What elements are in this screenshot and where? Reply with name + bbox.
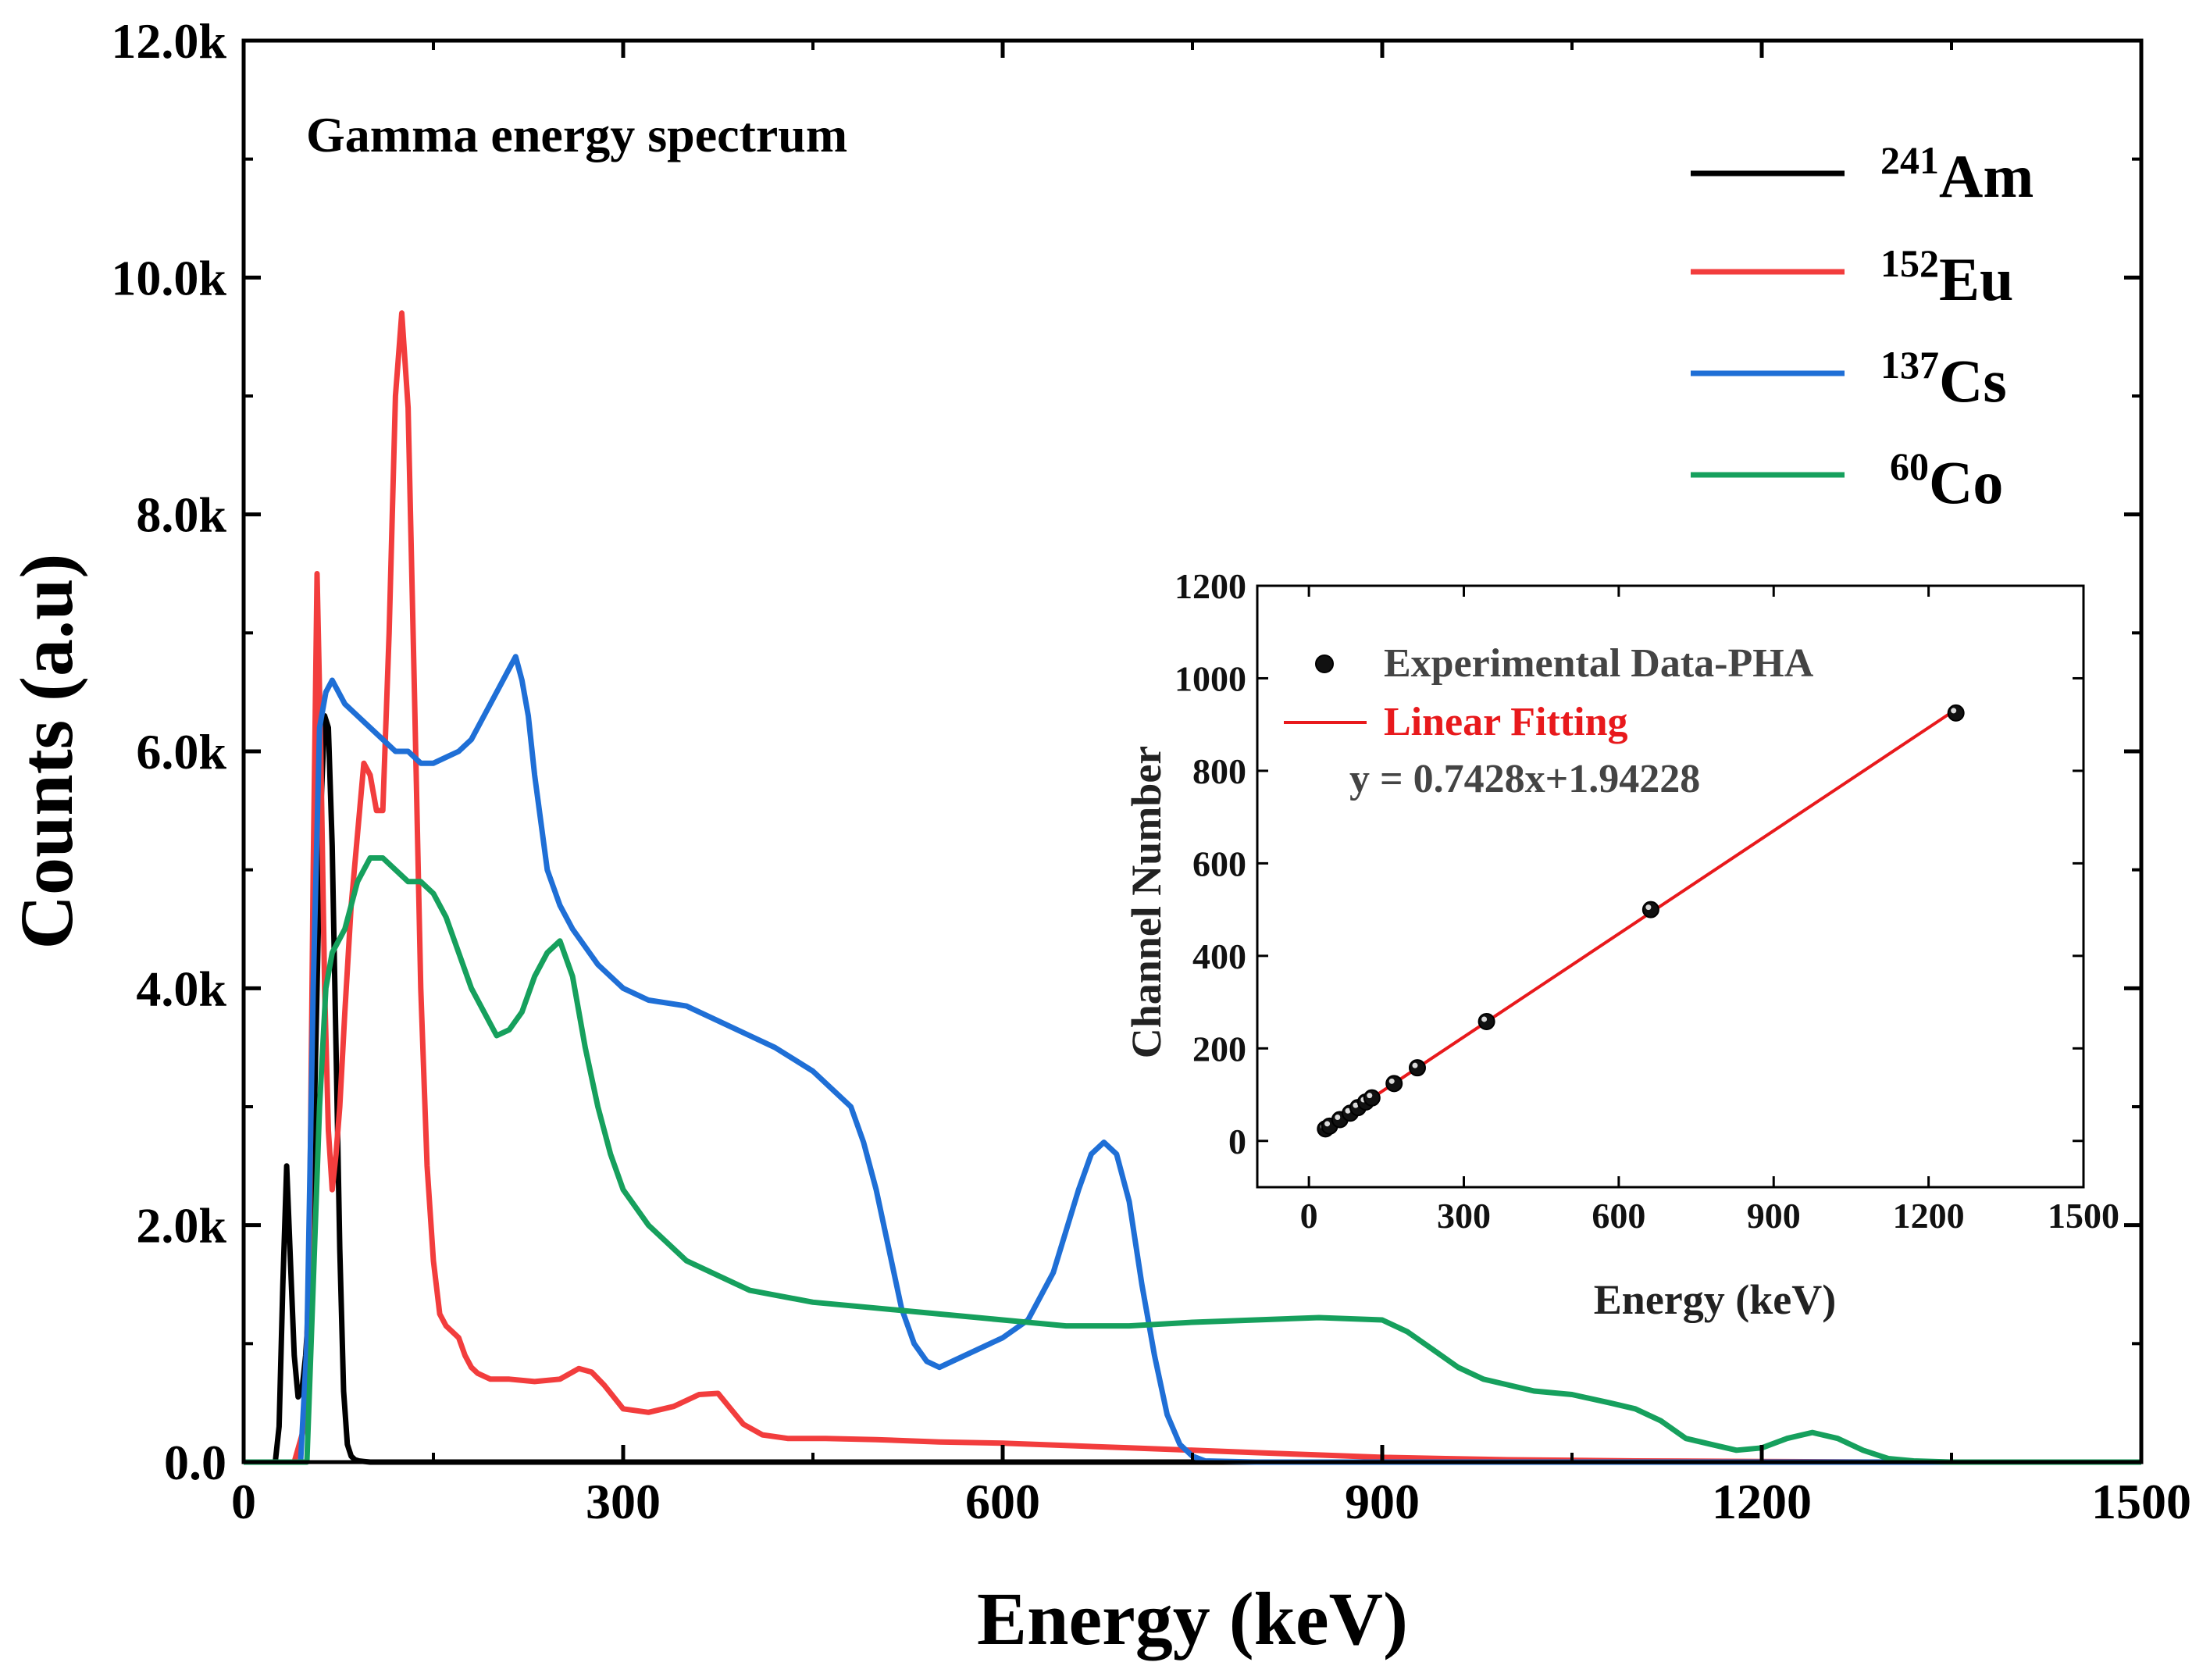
- series-line-152eu: [244, 310, 2141, 1465]
- inset-plot-frame: [1256, 584, 2085, 1189]
- legend-element-cs137: Cs: [1939, 347, 2007, 415]
- legend-entry-co60: 60Co: [1691, 444, 2003, 516]
- legend-element-am241: Am: [1939, 142, 2034, 210]
- x-tick-label: 300: [586, 1474, 661, 1529]
- legend-mass-eu152: 152: [1880, 241, 1939, 285]
- inset-legend: Experimental Data-PHA Linear Fitting y =…: [1284, 641, 1814, 801]
- y-tick-label: 6.0k: [136, 724, 226, 779]
- inset-fit-equation: y = 0.7428x+1.94228: [1349, 757, 1700, 801]
- data-point-marker: [1947, 704, 1965, 722]
- data-point: [1477, 1012, 1495, 1030]
- legend-label-cs137: 137Cs: [1880, 343, 2007, 415]
- legend-element-co60: Co: [1929, 448, 2003, 516]
- legend-label-eu152: 152Eu: [1880, 241, 2013, 313]
- inset-legend-entry-data: Experimental Data-PHA: [1315, 641, 1814, 686]
- data-point-marker: [1408, 1059, 1426, 1077]
- legend-element-eu152: Eu: [1939, 245, 2013, 313]
- x-tick-label: 600: [965, 1474, 1040, 1529]
- legend-entry-cs137: 137Cs: [1691, 343, 2007, 415]
- y-tick-label: 0.0: [164, 1435, 226, 1490]
- inset-x-tick-label: 300: [1437, 1196, 1491, 1236]
- series-line-137cs: [244, 654, 2141, 1465]
- data-point-highlight: [1388, 1078, 1395, 1084]
- inset-y-axis-label: Channel Number: [1123, 746, 1170, 1059]
- y-tick-label: 4.0k: [136, 961, 226, 1016]
- data-point: [1363, 1089, 1381, 1107]
- y-tick-label: 2.0k: [136, 1198, 226, 1254]
- main-x-axis-label: Energy (keV): [977, 1577, 1408, 1660]
- inset-x-tick-label: 1500: [2048, 1196, 2119, 1236]
- inset-x-tick-label: 0: [1300, 1196, 1318, 1236]
- legend-entry-eu152: 152Eu: [1691, 241, 2013, 313]
- y-tick-label: 10.0k: [111, 250, 226, 305]
- inset-y-tick-label: 200: [1192, 1029, 1246, 1068]
- legend-mass-am241: 241: [1880, 138, 1939, 182]
- data-point-marker: [1477, 1012, 1495, 1030]
- inset-y-tick-label: 1200: [1175, 566, 1246, 606]
- data-point-highlight: [1353, 1102, 1359, 1108]
- x-tick-label: 1200: [1712, 1474, 1812, 1529]
- inset-x-tick-label: 1200: [1893, 1196, 1965, 1236]
- inset-legend-label-data: Experimental Data-PHA: [1384, 641, 1814, 686]
- legend-label-co60: 60Co: [1890, 444, 2003, 516]
- inset-axis-ticks: 0 300 600 900 1200 1500 0 200 400 600 800 1000 1200: [1175, 566, 2119, 1236]
- series-line-60co: [244, 855, 2141, 1465]
- inset-x-tick-label: 900: [1747, 1196, 1801, 1236]
- inset-y-tick-label: 400: [1192, 936, 1246, 976]
- inset-series-layer: [1317, 704, 1965, 1138]
- data-point-marker: [1385, 1075, 1403, 1093]
- data-point-highlight: [1412, 1062, 1418, 1068]
- data-point-highlight: [1367, 1093, 1373, 1099]
- data-point: [1641, 901, 1659, 918]
- linear-fit-line: [1321, 705, 1961, 1133]
- data-point-highlight: [1345, 1108, 1351, 1114]
- y-tick-label: 12.0k: [111, 13, 226, 69]
- x-tick-label: 1500: [2091, 1474, 2191, 1529]
- data-point-highlight: [1324, 1121, 1331, 1127]
- inset-y-tick-label: 800: [1192, 751, 1246, 791]
- main-y-axis-label: Counts (a.u): [5, 554, 88, 950]
- legend-label-am241: 241Am: [1880, 138, 2034, 210]
- x-tick-label: 0: [231, 1474, 256, 1529]
- x-tick-label: 900: [1345, 1474, 1420, 1529]
- inset-plot: 0 300 600 900 1200 1500020040060080010001200 …: [1123, 566, 2119, 1323]
- data-point: [1408, 1059, 1426, 1077]
- inset-y-tick-label: 600: [1192, 844, 1246, 883]
- main-plot: 0 300 600 900 1200 15000.02.0k4.0k6.0k8.0k10.…: [5, 13, 2191, 1660]
- main-axis-ticks: 0 300 600 900 1200 15000.02.0k4.0k6.0k8.0k10.…: [111, 13, 2191, 1529]
- main-legend: 241Am 152Eu 137Cs 60Co: [1691, 138, 2034, 516]
- data-point-marker: [1641, 901, 1659, 918]
- legend-entry-am241: 241Am: [1691, 138, 2034, 210]
- inset-y-tick-label: 1000: [1175, 658, 1246, 698]
- inset-legend-entry-fit: Linear Fitting: [1284, 700, 1627, 744]
- data-point-highlight: [1481, 1016, 1488, 1022]
- data-point-highlight: [1645, 904, 1652, 911]
- inset-legend-marker: [1315, 655, 1334, 673]
- data-point-highlight: [1335, 1115, 1341, 1121]
- data-point-highlight: [1951, 708, 1957, 714]
- legend-mass-cs137: 137: [1880, 343, 1939, 387]
- data-point: [1947, 704, 1965, 722]
- inset-legend-label-fit: Linear Fitting: [1384, 700, 1627, 744]
- y-tick-label: 8.0k: [136, 487, 226, 543]
- data-point-marker: [1363, 1089, 1381, 1107]
- inset-y-tick-label: 0: [1228, 1122, 1246, 1161]
- main-chart-title: Gamma energy spectrum: [306, 107, 847, 162]
- data-point: [1385, 1075, 1403, 1093]
- legend-mass-co60: 60: [1890, 444, 1929, 488]
- inset-x-tick-label: 600: [1592, 1196, 1645, 1236]
- inset-x-axis-label: Energy (keV): [1594, 1276, 1836, 1323]
